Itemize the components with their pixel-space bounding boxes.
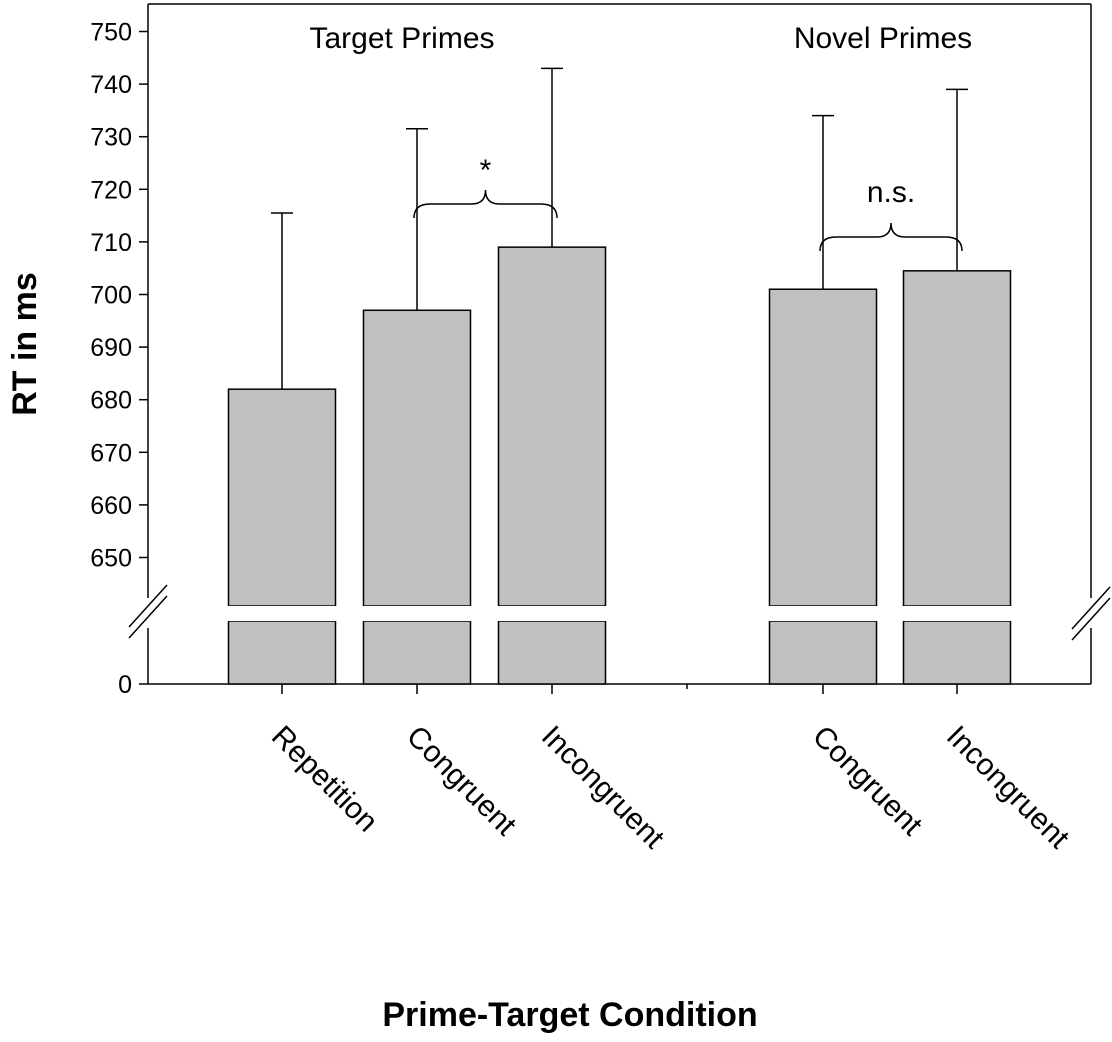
category-label: Incongruent — [535, 720, 671, 856]
bar-lower-segment — [362, 620, 472, 685]
bar — [227, 388, 337, 607]
y-tick-label: 750 — [90, 19, 132, 47]
group-label: Novel Primes — [794, 22, 972, 55]
y-tick-label: 690 — [90, 334, 132, 362]
y-tick-label: 700 — [90, 282, 132, 310]
significance-brace — [819, 222, 963, 252]
bar-break-gap — [496, 606, 608, 621]
bar — [497, 246, 607, 607]
x-axis-title: Prime-Target Condition — [382, 996, 757, 1034]
y-tick-label: 680 — [90, 387, 132, 415]
bar-lower-segment — [227, 620, 337, 685]
bar-break-gap — [226, 606, 338, 621]
significance-brace — [413, 189, 558, 219]
bar-lower-segment — [497, 620, 607, 685]
group-label: Target Primes — [309, 22, 494, 55]
y-tick-label: 710 — [90, 229, 132, 257]
y-tick-label: 660 — [90, 492, 132, 520]
category-label: Incongruent — [940, 720, 1076, 856]
bar-break-gap — [767, 606, 879, 621]
axis-break-mark-left-2 — [128, 584, 168, 628]
axis-break-mark-right-1 — [1071, 597, 1111, 641]
significance-label: * — [480, 154, 492, 187]
bar-break-gap — [901, 606, 1013, 621]
bar — [362, 309, 472, 607]
y-tick-label: 740 — [90, 71, 132, 99]
bar — [768, 288, 878, 607]
axis-break-mark-left-1 — [128, 595, 168, 639]
category-label: Congruent — [806, 720, 929, 843]
bar-lower-segment — [902, 620, 1012, 685]
bar-break-gap — [361, 606, 473, 621]
bar — [902, 270, 1012, 607]
axis-break-mark-right-2 — [1071, 586, 1111, 630]
y-tick-label: 0 — [118, 671, 132, 699]
y-tick-label: 730 — [90, 124, 132, 152]
category-label: Repetition — [265, 720, 384, 839]
y-axis-title: RT in ms — [6, 272, 44, 416]
bar-lower-segment — [768, 620, 878, 685]
y-tick-label: 650 — [90, 545, 132, 573]
y-tick-label: 720 — [90, 176, 132, 204]
category-label: Congruent — [400, 720, 523, 843]
significance-label: n.s. — [867, 176, 915, 209]
y-tick-label: 670 — [90, 439, 132, 467]
